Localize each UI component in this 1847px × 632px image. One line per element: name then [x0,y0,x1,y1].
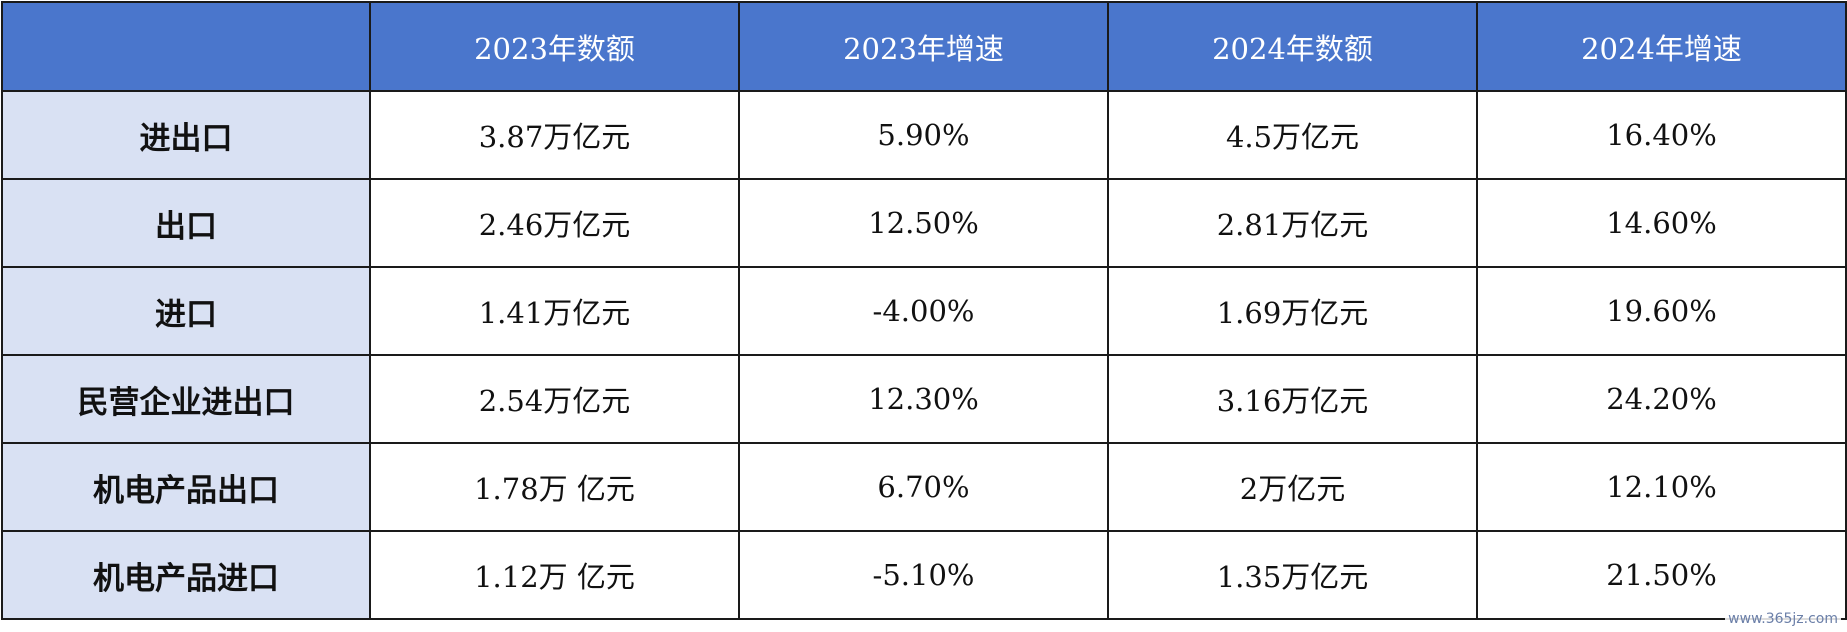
header-row: 2023年数额 2023年增速 2024年数额 2024年增速 [1,1,1847,92]
cell-2023-amount: 2.46万亿元 [369,178,740,268]
cell-2023-amount: 3.87万亿元 [369,90,740,180]
row-label: 出口 [1,178,371,268]
table-row: 出口 2.46万亿元 12.50% 2.81万亿元 14.60% [1,178,1847,268]
cell-2024-growth: 14.60% [1476,178,1847,268]
watermark: www.365jz.com [1725,610,1841,628]
header-2023-amount: 2023年数额 [369,1,740,92]
table-row: 机电产品进口 1.12万 亿元 -5.10% 1.35万亿元 21.50% [1,530,1847,620]
table-row: 机电产品出口 1.78万 亿元 6.70% 2万亿元 12.10% [1,442,1847,532]
cell-2023-growth: 12.30% [738,354,1109,444]
header-2023-growth: 2023年增速 [738,1,1109,92]
cell-2023-amount: 2.54万亿元 [369,354,740,444]
cell-2024-amount: 1.69万亿元 [1107,266,1478,356]
header-2024-growth: 2024年增速 [1476,1,1847,92]
header-2024-amount: 2024年数额 [1107,1,1478,92]
cell-2024-growth: 19.60% [1476,266,1847,356]
row-label: 进出口 [1,90,371,180]
table-row: 进出口 3.87万亿元 5.90% 4.5万亿元 16.40% [1,90,1847,180]
row-label: 机电产品出口 [1,442,371,532]
row-label: 机电产品进口 [1,530,371,620]
cell-2024-amount: 4.5万亿元 [1107,90,1478,180]
table-row: 进口 1.41万亿元 -4.00% 1.69万亿元 19.60% [1,266,1847,356]
cell-2024-amount: 3.16万亿元 [1107,354,1478,444]
trade-data-table: 2023年数额 2023年增速 2024年数额 2024年增速 进出口 3.87… [1,1,1847,620]
cell-2023-growth: 6.70% [738,442,1109,532]
table-row: 民营企业进出口 2.54万亿元 12.30% 3.16万亿元 24.20% [1,354,1847,444]
cell-2023-growth: -5.10% [738,530,1109,620]
cell-2023-growth: 5.90% [738,90,1109,180]
cell-2023-amount: 1.12万 亿元 [369,530,740,620]
row-label: 进口 [1,266,371,356]
cell-2023-growth: 12.50% [738,178,1109,268]
cell-2024-growth: 16.40% [1476,90,1847,180]
cell-2024-amount: 2.81万亿元 [1107,178,1478,268]
cell-2024-amount: 1.35万亿元 [1107,530,1478,620]
row-label: 民营企业进出口 [1,354,371,444]
cell-2023-amount: 1.41万亿元 [369,266,740,356]
cell-2024-growth: 12.10% [1476,442,1847,532]
cell-2023-growth: -4.00% [738,266,1109,356]
cell-2024-growth: 24.20% [1476,354,1847,444]
cell-2024-amount: 2万亿元 [1107,442,1478,532]
cell-2024-growth: 21.50% [1476,530,1847,620]
cell-2023-amount: 1.78万 亿元 [369,442,740,532]
header-corner-cell [1,1,371,92]
